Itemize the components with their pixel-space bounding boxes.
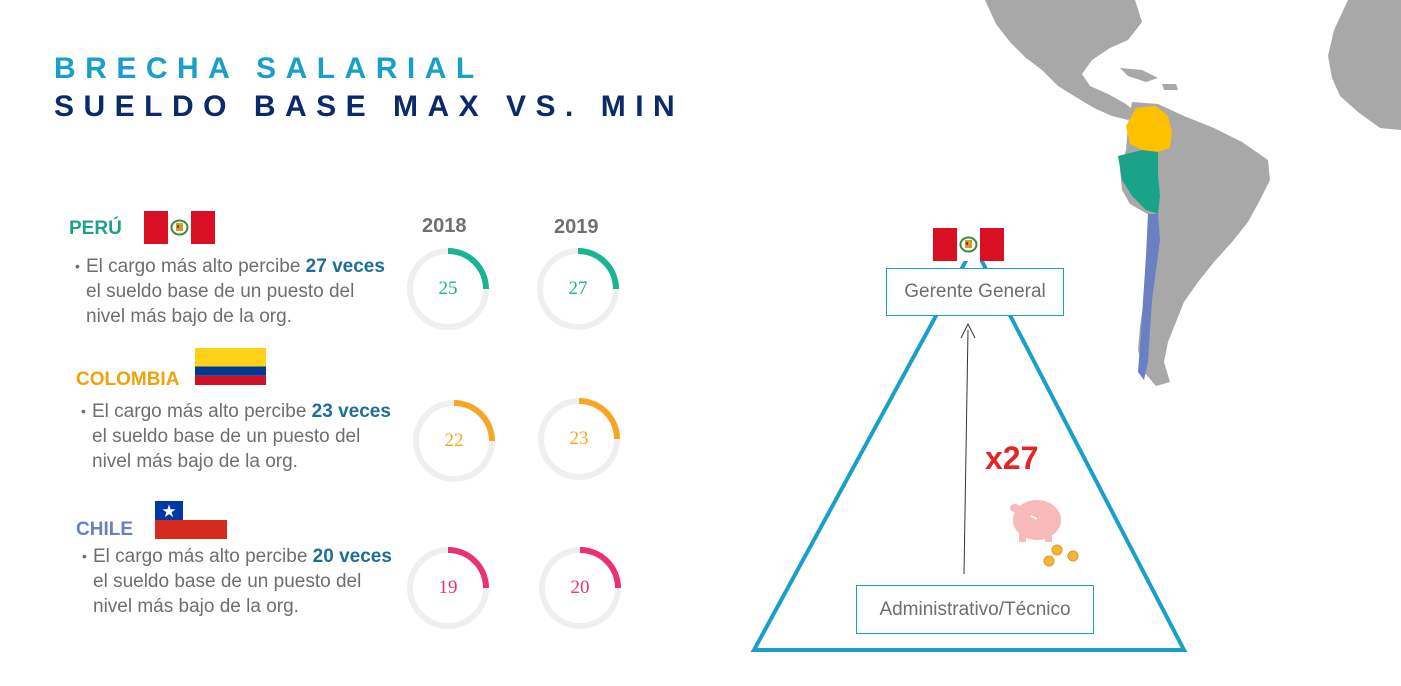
ring-value-peru-2018: 25 [438, 278, 458, 299]
multiplier-label: x27 [985, 440, 1039, 476]
ring-value-chile-2018: 19 [438, 577, 458, 598]
desc-peru: • El cargo más alto percibe 27 veces el s… [75, 256, 385, 327]
ring-value-colombia-2019: 23 [569, 428, 589, 449]
peru-flag-icon [144, 211, 215, 244]
ring-chile-2018 [407, 547, 489, 629]
chile-flag-icon [155, 501, 227, 539]
ring-colombia-2019 [538, 398, 620, 480]
country-label-colombia: COLOMBIA [76, 369, 180, 390]
page-subtitle: SUELDO BASE MAX VS. MIN [54, 90, 685, 123]
peru-flag-pyramid-icon [933, 228, 1004, 261]
piggy-bank-icon [1010, 500, 1079, 567]
ring-colombia-2018 [413, 400, 495, 482]
top-position-box: Gerente General [886, 268, 1064, 316]
ring-chile-2019 [539, 547, 621, 629]
page-title: BRECHA SALARIAL [54, 52, 484, 85]
desc-colombia: • El cargo más alto percibe 23 veces el s… [81, 401, 391, 472]
americas-map [985, 0, 1401, 386]
ring-value-peru-2019: 27 [568, 278, 588, 299]
bottom-position-box: Administrativo/Técnico [856, 585, 1094, 634]
country-label-chile: CHILE [76, 519, 133, 540]
ring-peru-2019 [537, 248, 619, 330]
country-label-peru: PERÚ [69, 218, 122, 239]
pyramid-diagram [750, 241, 1188, 652]
year-label-2019: 2019 [554, 216, 599, 238]
ring-value-chile-2019: 20 [570, 577, 590, 598]
colombia-flag-icon [195, 348, 266, 385]
desc-chile: • El cargo más alto percibe 20 veces el s… [82, 546, 392, 617]
ring-peru-2018 [407, 248, 489, 330]
year-label-2018: 2018 [422, 215, 467, 237]
ring-value-colombia-2018: 22 [444, 430, 464, 451]
